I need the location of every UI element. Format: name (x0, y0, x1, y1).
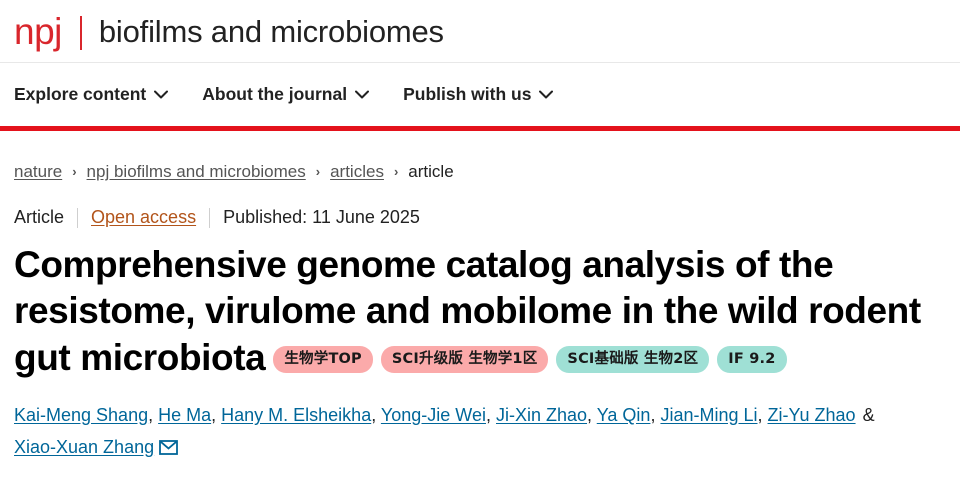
status-badge-sci-upgraded: SCI升级版 生物学1区 (380, 345, 549, 373)
article-title-text: Comprehensive genome catalog analysis of… (14, 244, 921, 378)
author-list: Kai-Meng Shang, He Ma, Hany M. Elsheikha… (0, 381, 960, 463)
breadcrumb-item-article: article (408, 162, 454, 181)
author-link-corresponding[interactable]: Xiao-Xuan Zhang (14, 436, 155, 457)
author-separator: , (757, 404, 768, 425)
badge-group: 生物学TOP SCI升级版 生物学1区 SCI基础版 生物2区 IF 9.2 (265, 337, 787, 378)
npj-logo[interactable]: npj (14, 10, 62, 52)
author-separator: , (371, 404, 381, 425)
author-ampersand: & (862, 404, 875, 425)
chevron-down-icon (539, 90, 554, 99)
nav-item-about-the-journal[interactable]: About the journal (202, 84, 370, 105)
open-access-link[interactable]: Open access (91, 207, 197, 227)
author-separator: , (650, 404, 661, 425)
breadcrumb: nature › npj biofilms and microbiomes › … (0, 131, 960, 182)
author-link[interactable]: Zi-Yu Zhao (767, 404, 856, 425)
chevron-down-icon (355, 90, 370, 99)
article-type: Article (14, 207, 65, 227)
author-link[interactable]: Yong-Jie Wei (380, 404, 486, 425)
main-navigation: Explore content About the journal Publis… (0, 63, 960, 126)
author-separator: , (587, 404, 597, 425)
page-title: Comprehensive genome catalog analysis of… (0, 242, 960, 381)
author-link[interactable]: Hany M. Elsheikha (221, 404, 372, 425)
author-separator: , (485, 404, 496, 425)
author-link[interactable]: Kai-Meng Shang (14, 404, 149, 425)
status-badge-impact-factor: IF 9.2 (717, 345, 787, 373)
breadcrumb-item-journal[interactable]: npj biofilms and microbiomes (86, 162, 306, 181)
breadcrumb-separator: › (393, 163, 399, 179)
brand-accent-rule (0, 126, 960, 131)
author-link[interactable]: He Ma (158, 404, 212, 425)
breadcrumb-separator: › (72, 163, 77, 179)
author-link[interactable]: Ya Qin (596, 404, 651, 425)
breadcrumb-separator: › (315, 163, 321, 179)
nav-item-label: About the journal (202, 84, 348, 104)
author-separator: , (148, 404, 159, 425)
meta-divider (209, 207, 211, 228)
journal-name[interactable]: biofilms and microbiomes (98, 13, 444, 49)
breadcrumb-item-articles[interactable]: articles (330, 162, 384, 181)
nav-item-publish-with-us[interactable]: Publish with us (403, 84, 554, 105)
status-badge-sci-basic: SCI基础版 生物2区 (556, 345, 710, 373)
nav-item-label: Explore content (14, 84, 147, 104)
chevron-down-icon (154, 90, 169, 99)
article-meta: Article Open access Published: 11 June 2… (0, 182, 960, 228)
envelope-icon[interactable] (159, 439, 179, 455)
published-date: Published: 11 June 2025 (223, 207, 420, 227)
status-badge-biology-top: 生物学TOP (273, 345, 373, 373)
brand-divider (79, 16, 82, 50)
author-link[interactable]: Ji-Xin Zhao (496, 404, 588, 425)
author-separator: , (211, 404, 222, 425)
breadcrumb-item-nature[interactable]: nature (14, 162, 63, 181)
nav-item-label: Publish with us (403, 84, 532, 104)
nav-item-explore-content[interactable]: Explore content (14, 84, 169, 105)
journal-masthead: npj biofilms and microbiomes (0, 0, 960, 63)
meta-divider (77, 207, 79, 228)
author-link[interactable]: Jian-Ming Li (660, 404, 758, 425)
